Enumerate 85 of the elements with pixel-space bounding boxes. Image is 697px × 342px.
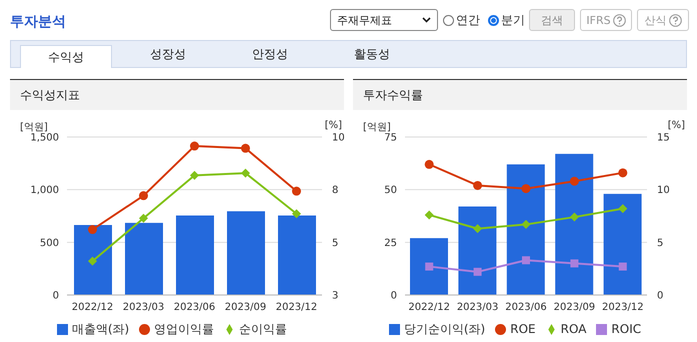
point xyxy=(618,262,627,271)
point xyxy=(570,212,579,222)
text: 수익성 xyxy=(20,45,112,68)
bar xyxy=(604,194,642,295)
legend-label: 매출액(좌) xyxy=(72,322,130,336)
x-tick-label: 2023/09 xyxy=(224,302,266,314)
text: 성장성 xyxy=(149,46,187,63)
point xyxy=(241,144,250,153)
point xyxy=(473,180,482,190)
y-tick-label: 1,000 xyxy=(30,185,59,196)
bar xyxy=(125,222,163,295)
y-tick-label: 25 xyxy=(384,238,397,249)
point xyxy=(570,259,578,268)
text: 안정성 xyxy=(251,46,289,63)
x-tick-label: 2023/06 xyxy=(174,302,216,314)
y2-tick-label: 3 xyxy=(332,290,338,302)
y2-tick-label: 5 xyxy=(332,238,338,249)
x-tick-label: 2023/06 xyxy=(505,302,547,314)
point xyxy=(522,220,530,229)
y-tick-label: 0 xyxy=(390,290,397,302)
x-tick-label: 2022/12 xyxy=(408,302,450,314)
point xyxy=(424,210,434,220)
point xyxy=(139,191,148,200)
point xyxy=(618,168,628,178)
point xyxy=(425,262,434,271)
point xyxy=(522,256,530,264)
help-button: 산식 xyxy=(637,9,689,31)
y-axis-title: [억원] xyxy=(20,121,48,133)
y2-tick-label: 0 xyxy=(657,290,664,302)
point xyxy=(292,209,301,218)
point xyxy=(522,184,530,194)
bar xyxy=(458,206,496,295)
point xyxy=(88,225,97,234)
point xyxy=(424,160,434,169)
bar xyxy=(176,215,214,295)
bar xyxy=(278,215,316,295)
x-tick-label: 2023/03 xyxy=(122,302,164,314)
point xyxy=(139,214,148,223)
point xyxy=(570,176,579,186)
legend-label: ROE xyxy=(510,322,536,336)
y2-tick-label: 5 xyxy=(657,238,664,249)
point xyxy=(292,186,301,196)
y2-tick-label: 10 xyxy=(657,185,670,196)
x-tick-label: 2023/03 xyxy=(456,302,498,314)
legend-label: 당기순이익(좌) xyxy=(404,322,486,336)
text: 분기 xyxy=(500,12,525,29)
y-axis-title: [억원] xyxy=(363,121,391,133)
point xyxy=(241,168,250,178)
y-tick-label: 0 xyxy=(52,290,59,302)
search-button: 검색 xyxy=(529,9,575,31)
point xyxy=(618,204,628,214)
y-tick-label: 75 xyxy=(384,132,397,144)
help-button: IFRS xyxy=(580,9,632,31)
x-tick-label: 2023/12 xyxy=(276,302,318,314)
legend-label: 순이익률 xyxy=(239,322,288,336)
y2-tick-label: 8 xyxy=(332,185,338,196)
legend-label: ROIC xyxy=(611,322,642,336)
text: 투자분석 xyxy=(10,13,66,31)
point xyxy=(474,268,482,276)
y2-tick-label: 15 xyxy=(657,132,670,144)
point xyxy=(473,224,482,234)
point xyxy=(88,256,97,266)
x-tick-label: 2023/12 xyxy=(602,302,644,314)
x-tick-label: 2023/09 xyxy=(554,302,596,314)
x-tick-label: 2022/12 xyxy=(72,302,114,314)
point xyxy=(190,142,199,151)
y2-tick-label: 10 xyxy=(332,132,345,144)
y-tick-label: 1,500 xyxy=(30,132,59,144)
bar xyxy=(555,154,594,295)
text: 활동성 xyxy=(353,46,391,63)
dropdown: 주재무제표 xyxy=(330,9,438,31)
bar xyxy=(74,224,112,295)
legend-label: ROA xyxy=(560,322,586,336)
y2-axis-title: [%] xyxy=(324,120,342,131)
point xyxy=(190,170,199,180)
y2-axis-title: [%] xyxy=(668,120,685,131)
chart-title: 투자수익률 xyxy=(353,80,687,110)
bar xyxy=(506,164,545,295)
bar xyxy=(227,211,265,295)
chart-title: 수익성지표 xyxy=(10,80,344,110)
text: 연간 xyxy=(455,12,480,29)
y-tick-label: 500 xyxy=(40,238,59,249)
y-tick-label: 50 xyxy=(384,185,397,196)
bar xyxy=(410,238,448,295)
legend-label: 영업이익률 xyxy=(154,322,214,336)
